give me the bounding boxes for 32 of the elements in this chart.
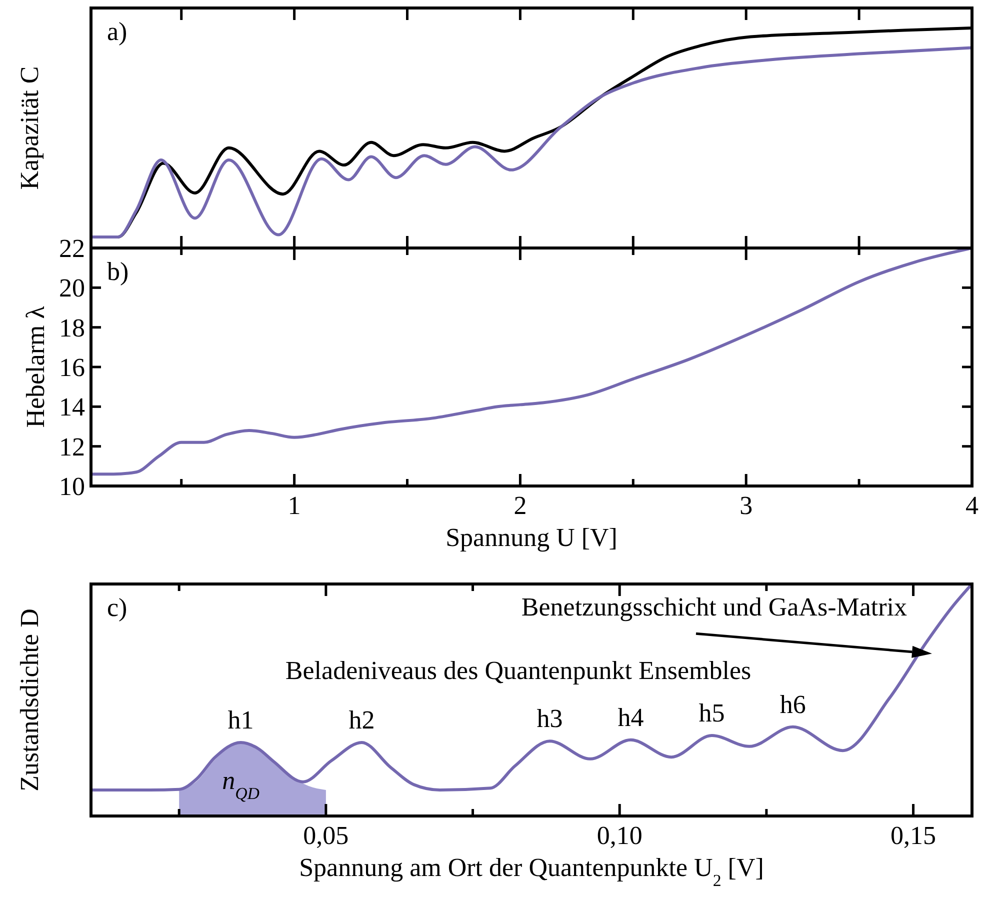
x-tick-label: 1: [288, 491, 301, 520]
y-axis-title: Hebelarm λ: [21, 306, 50, 428]
y-axis-title: Kapazität C: [15, 66, 44, 190]
line-series: [90, 246, 974, 476]
y-tick-label: 18: [59, 313, 85, 342]
x-axis-title: Spannung am Ort der Quantenpunkte U$_{2}$ [V]: [299, 853, 764, 890]
y-tick-label: 16: [59, 353, 85, 382]
y-tick-label: 14: [59, 392, 85, 422]
x-tick-label: 0,15: [890, 821, 936, 850]
annotation: a): [107, 17, 128, 46]
y-tick-label: 20: [59, 274, 85, 303]
annotation: h5: [698, 698, 725, 728]
y-tick-label: 12: [59, 432, 85, 462]
annotation: h3: [536, 704, 563, 734]
annotation: b): [107, 257, 129, 286]
annotation: h2: [348, 705, 375, 734]
annotation: h4: [618, 702, 644, 732]
x-tick-label: 0,05: [303, 821, 349, 850]
annotation: Benetzungsschicht und GaAs-Matrix: [521, 592, 907, 622]
x-tick-label: 4: [966, 491, 978, 520]
y-axis-title: Zustandsdichte D: [15, 608, 44, 792]
annotation: c): [107, 593, 128, 622]
series-label: n$_{QD}$: [222, 766, 260, 803]
y-tick-label: 22: [59, 234, 85, 263]
annotation: h1: [228, 705, 254, 734]
x-tick-label: 0,10: [596, 821, 642, 850]
annotation: h6: [780, 690, 806, 719]
y-tick-label: 10: [59, 472, 85, 501]
x-tick-label: 2: [514, 491, 527, 520]
x-tick-label: 3: [740, 491, 753, 520]
x-axis-title: Spannung U [V]: [446, 523, 618, 552]
annotation: Beladeniveaus des Quantenpunkt Ensembles: [285, 656, 752, 686]
